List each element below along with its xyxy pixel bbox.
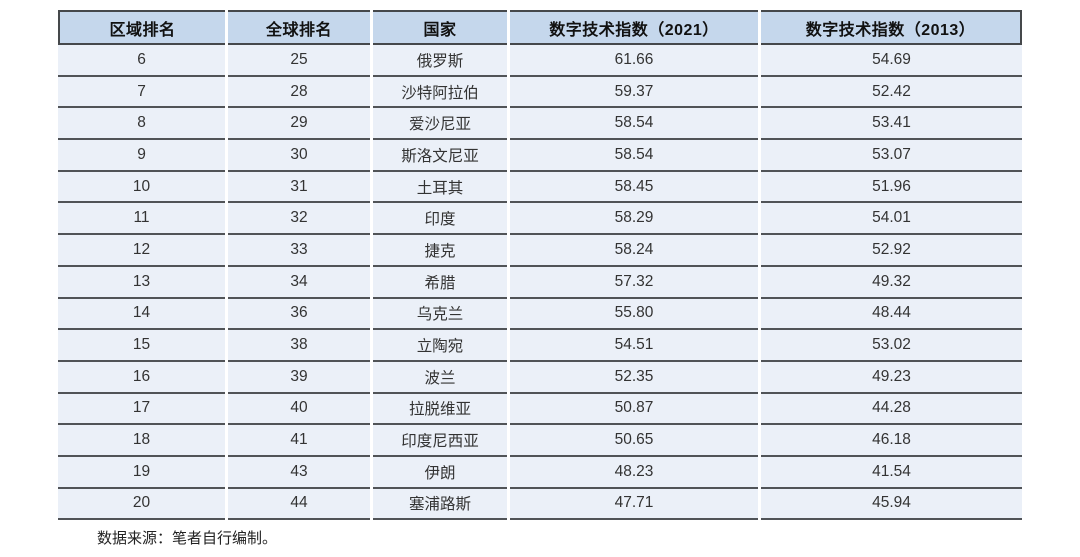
cell-regional-rank: 14 (58, 298, 225, 331)
col-header-country: 国家 (373, 10, 507, 45)
table-row: 12 33 捷克 58.24 52.92 (58, 235, 1022, 267)
cell-index-2013: 52.92 (761, 235, 1022, 267)
cell-regional-rank: 7 (58, 76, 225, 109)
cell-global-rank: 32 (228, 203, 370, 236)
cell-index-2013: 41.54 (761, 456, 1022, 489)
table-row: 18 41 印度尼西亚 50.65 46.18 (58, 425, 1022, 457)
cell-global-rank: 44 (228, 488, 370, 521)
cell-global-rank: 33 (228, 235, 370, 267)
table-row: 14 36 乌克兰 55.80 48.44 (58, 298, 1022, 331)
cell-global-rank: 36 (228, 298, 370, 331)
cell-country: 希腊 (373, 266, 507, 299)
cell-index-2021: 54.51 (510, 330, 758, 362)
table-row: 15 38 立陶宛 54.51 53.02 (58, 330, 1022, 362)
cell-global-rank: 30 (228, 140, 370, 172)
cell-global-rank: 34 (228, 266, 370, 299)
cell-regional-rank: 18 (58, 425, 225, 457)
header-row: 区域排名 全球排名 国家 数字技术指数（2021） 数字技术指数（2013） (58, 10, 1022, 45)
cell-regional-rank: 11 (58, 203, 225, 236)
cell-regional-rank: 19 (58, 456, 225, 489)
cell-regional-rank: 15 (58, 330, 225, 362)
cell-index-2013: 49.23 (761, 361, 1022, 394)
cell-index-2013: 49.32 (761, 266, 1022, 299)
cell-index-2013: 54.69 (761, 45, 1022, 77)
table-row: 7 28 沙特阿拉伯 59.37 52.42 (58, 76, 1022, 109)
cell-country: 印度尼西亚 (373, 425, 507, 457)
cell-global-rank: 38 (228, 330, 370, 362)
cell-global-rank: 40 (228, 393, 370, 426)
cell-index-2013: 54.01 (761, 203, 1022, 236)
col-header-regional-rank: 区域排名 (58, 10, 225, 45)
cell-regional-rank: 9 (58, 140, 225, 172)
cell-index-2021: 50.65 (510, 425, 758, 457)
cell-regional-rank: 6 (58, 45, 225, 77)
cell-country: 伊朗 (373, 456, 507, 489)
cell-index-2021: 58.29 (510, 203, 758, 236)
col-header-global-rank: 全球排名 (228, 10, 370, 45)
table-row: 6 25 俄罗斯 61.66 54.69 (58, 45, 1022, 77)
table-row: 19 43 伊朗 48.23 41.54 (58, 456, 1022, 489)
cell-country: 拉脱维亚 (373, 393, 507, 426)
table-row: 10 31 土耳其 58.45 51.96 (58, 171, 1022, 204)
cell-global-rank: 31 (228, 171, 370, 204)
cell-country: 土耳其 (373, 171, 507, 204)
cell-global-rank: 25 (228, 45, 370, 77)
cell-country: 沙特阿拉伯 (373, 76, 507, 109)
cell-index-2021: 50.87 (510, 393, 758, 426)
table-row: 8 29 爱沙尼亚 58.54 53.41 (58, 108, 1022, 141)
table-row: 17 40 拉脱维亚 50.87 44.28 (58, 393, 1022, 426)
cell-global-rank: 43 (228, 456, 370, 489)
cell-index-2021: 52.35 (510, 361, 758, 394)
cell-country: 印度 (373, 203, 507, 236)
cell-country: 爱沙尼亚 (373, 108, 507, 141)
cell-regional-rank: 17 (58, 393, 225, 426)
cell-country: 塞浦路斯 (373, 488, 507, 521)
cell-country: 捷克 (373, 235, 507, 267)
cell-regional-rank: 13 (58, 266, 225, 299)
cell-regional-rank: 10 (58, 171, 225, 204)
cell-regional-rank: 20 (58, 488, 225, 521)
cell-index-2021: 57.32 (510, 266, 758, 299)
table-row: 20 44 塞浦路斯 47.71 45.94 (58, 488, 1022, 521)
source-note: 数据来源：笔者自行编制。 (97, 529, 278, 548)
cell-index-2021: 58.45 (510, 171, 758, 204)
col-header-index-2013: 数字技术指数（2013） (761, 10, 1022, 45)
cell-index-2013: 53.41 (761, 108, 1022, 141)
cell-index-2013: 53.02 (761, 330, 1022, 362)
cell-index-2013: 44.28 (761, 393, 1022, 426)
cell-index-2021: 47.71 (510, 488, 758, 521)
cell-country: 立陶宛 (373, 330, 507, 362)
cell-index-2013: 52.42 (761, 76, 1022, 109)
cell-regional-rank: 12 (58, 235, 225, 267)
cell-regional-rank: 16 (58, 361, 225, 394)
cell-global-rank: 41 (228, 425, 370, 457)
cell-index-2021: 59.37 (510, 76, 758, 109)
cell-index-2013: 46.18 (761, 425, 1022, 457)
cell-index-2013: 45.94 (761, 488, 1022, 521)
cell-index-2021: 48.23 (510, 456, 758, 489)
cell-index-2013: 51.96 (761, 171, 1022, 204)
cell-index-2013: 48.44 (761, 298, 1022, 331)
table-row: 11 32 印度 58.29 54.01 (58, 203, 1022, 236)
col-header-index-2021: 数字技术指数（2021） (510, 10, 758, 45)
cell-global-rank: 28 (228, 76, 370, 109)
cell-regional-rank: 8 (58, 108, 225, 141)
cell-index-2021: 61.66 (510, 45, 758, 77)
digital-tech-index-table: 区域排名 全球排名 国家 数字技术指数（2021） 数字技术指数（2013） 6… (55, 10, 1025, 521)
cell-country: 波兰 (373, 361, 507, 394)
cell-index-2021: 58.54 (510, 140, 758, 172)
cell-index-2013: 53.07 (761, 140, 1022, 172)
cell-index-2021: 58.54 (510, 108, 758, 141)
cell-global-rank: 39 (228, 361, 370, 394)
cell-country: 俄罗斯 (373, 45, 507, 77)
cell-global-rank: 29 (228, 108, 370, 141)
table-row: 9 30 斯洛文尼亚 58.54 53.07 (58, 140, 1022, 172)
cell-country: 斯洛文尼亚 (373, 140, 507, 172)
table-row: 16 39 波兰 52.35 49.23 (58, 361, 1022, 394)
cell-index-2021: 58.24 (510, 235, 758, 267)
cell-index-2021: 55.80 (510, 298, 758, 331)
cell-country: 乌克兰 (373, 298, 507, 331)
table-row: 13 34 希腊 57.32 49.32 (58, 266, 1022, 299)
